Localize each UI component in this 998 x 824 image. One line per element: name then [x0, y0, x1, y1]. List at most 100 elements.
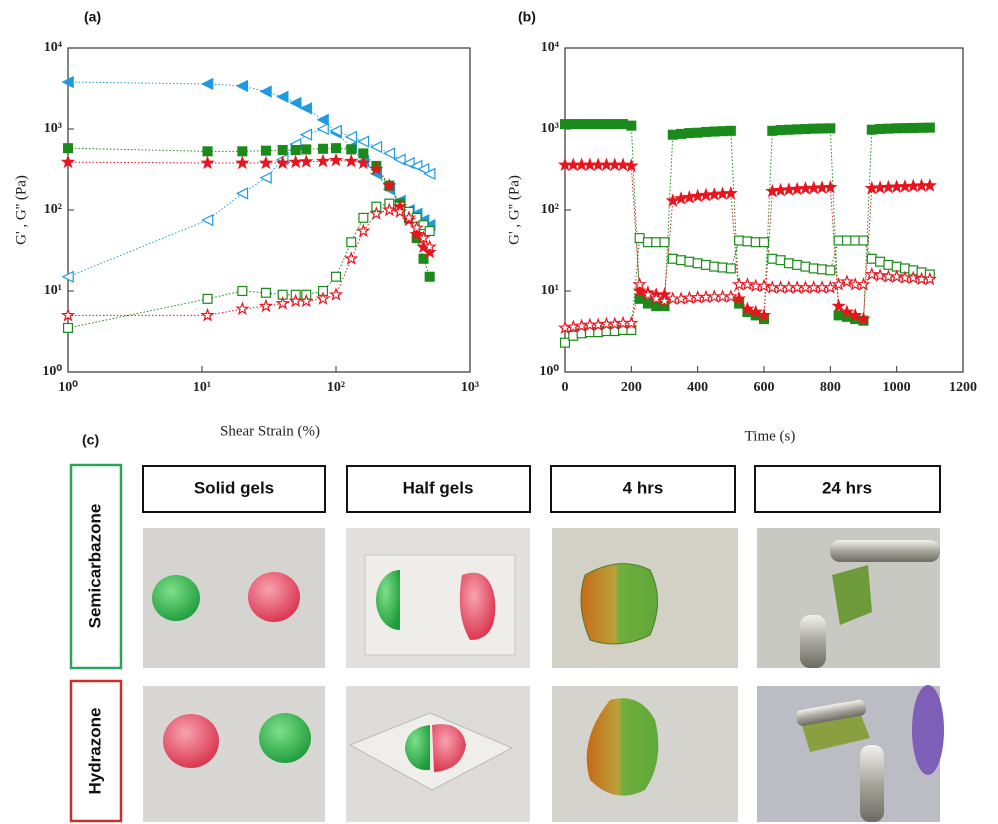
marker: [760, 238, 769, 247]
marker: [710, 127, 719, 136]
marker: [859, 236, 868, 245]
marker: [808, 182, 819, 192]
marker: [635, 234, 644, 243]
marker: [825, 182, 836, 192]
panel-label: (b): [518, 9, 536, 25]
marker: [884, 260, 893, 269]
marker: [801, 125, 810, 134]
marker: [900, 181, 911, 191]
marker: [318, 115, 328, 125]
marker: [677, 256, 686, 265]
marker: [800, 183, 811, 193]
marker: [676, 193, 687, 203]
series-line: [68, 204, 430, 328]
panel-label: (c): [82, 432, 99, 448]
marker: [371, 142, 381, 152]
marker: [610, 120, 619, 129]
marker: [717, 188, 728, 198]
marker: [676, 293, 687, 303]
marker: [768, 126, 777, 135]
marker: [826, 266, 835, 275]
marker: [652, 238, 661, 247]
photo: [552, 528, 738, 668]
marker: [301, 156, 312, 166]
marker: [685, 257, 694, 266]
y-tick-label: 10³: [541, 121, 559, 136]
marker: [726, 264, 735, 273]
panel-c: (c) Solid gels Half gels 4 hrs 24 hrs Se…: [71, 432, 944, 822]
marker: [384, 148, 394, 158]
marker: [561, 120, 570, 129]
x-tick-label: 200: [621, 380, 642, 395]
x-tick-label: 600: [754, 380, 775, 395]
marker: [347, 145, 356, 154]
marker: [238, 147, 247, 156]
marker: [684, 292, 695, 302]
y-tick-label: 10²: [541, 202, 559, 217]
marker: [261, 173, 271, 183]
marker: [425, 272, 434, 281]
marker: [784, 125, 793, 134]
marker: [793, 125, 802, 134]
marker: [332, 144, 341, 153]
marker: [202, 157, 213, 167]
marker: [359, 213, 368, 222]
marker: [260, 300, 271, 310]
marker: [602, 120, 611, 129]
x-tick-label: 800: [820, 380, 841, 395]
photo: [143, 528, 325, 668]
marker: [290, 156, 301, 166]
marker: [619, 120, 628, 129]
photo: [552, 686, 738, 822]
marker: [743, 237, 752, 246]
marker: [693, 259, 702, 268]
y-tick-label: 10⁰: [539, 364, 559, 379]
marker: [818, 124, 827, 133]
marker: [892, 124, 901, 133]
marker: [318, 156, 329, 166]
marker: [891, 181, 902, 191]
marker: [884, 124, 893, 133]
marker: [909, 124, 918, 133]
marker: [64, 144, 73, 153]
marker: [692, 292, 703, 302]
x-axis-title: Time (s): [745, 428, 796, 444]
marker: [318, 124, 328, 134]
marker: [793, 260, 802, 269]
marker: [908, 180, 919, 190]
marker: [668, 130, 677, 139]
x-tick-label: 1200: [949, 380, 977, 395]
marker: [776, 126, 785, 135]
marker: [561, 338, 570, 347]
y-axis-title: G' , G'' (Pa): [506, 175, 522, 245]
marker: [643, 299, 652, 308]
marker: [203, 147, 212, 156]
x-tick-label: 10¹: [193, 380, 211, 395]
chart: (b)Time (s)G' , G'' (Pa)0200400600800100…: [506, 9, 977, 445]
marker: [358, 225, 369, 235]
marker: [924, 180, 935, 190]
y-tick-label: 10¹: [44, 283, 62, 298]
marker: [202, 310, 213, 320]
marker: [660, 238, 669, 247]
marker: [684, 192, 695, 202]
marker: [702, 128, 711, 137]
marker: [237, 81, 247, 91]
chart: (a)Shear Strain (%)G' , G'' (Pa)10⁰10¹10…: [13, 9, 479, 440]
marker: [260, 157, 271, 167]
marker: [866, 183, 877, 193]
marker: [594, 120, 603, 129]
photo: [757, 528, 940, 668]
x-tick-label: 10³: [461, 380, 479, 395]
x-axis-title: Shear Strain (%): [220, 423, 320, 439]
y-tick-label: 10⁰: [42, 364, 62, 379]
marker: [867, 125, 876, 134]
marker: [643, 238, 652, 247]
marker: [64, 324, 73, 333]
marker: [202, 79, 212, 89]
photo: [143, 686, 325, 822]
marker: [809, 264, 818, 273]
marker: [702, 260, 711, 269]
y-tick-label: 10³: [44, 121, 62, 136]
marker: [725, 188, 736, 198]
